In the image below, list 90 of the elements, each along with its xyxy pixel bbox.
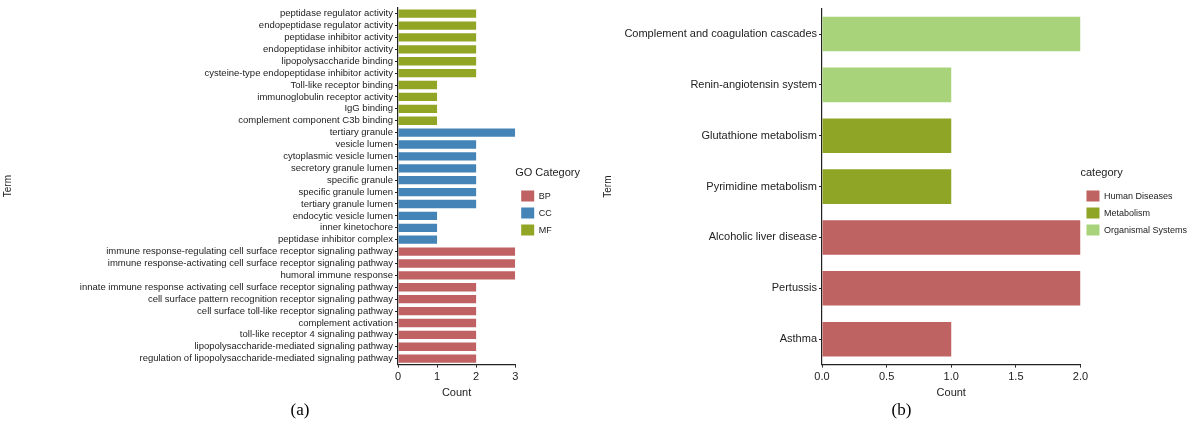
bar — [398, 128, 516, 137]
bar — [398, 140, 477, 149]
bar — [398, 295, 477, 304]
y-tick-label: vesicle lumen — [335, 138, 393, 150]
y-tick-label: peptidase regulator activity — [279, 7, 394, 19]
bar — [398, 152, 477, 161]
bar — [398, 354, 477, 363]
bar — [398, 33, 477, 42]
x-tick-label: 1.5 — [1008, 370, 1024, 383]
y-tick-label: Pertussis — [771, 281, 818, 294]
y-tick-label: innate immune response activating cell surface receptor signaling pathway — [79, 280, 394, 292]
y-tick-label: Pyrimidine metabolism — [706, 179, 817, 192]
legend-label: CC — [538, 207, 553, 218]
y-tick-label: cytoplasmic vesicle lumen — [283, 150, 393, 162]
y-tick-label: cell surface pattern recognition receptor signaling pathway — [147, 292, 394, 304]
y-tick-label: Alcoholic liver disease — [708, 230, 817, 243]
y-tick-label: Asthma — [779, 332, 818, 345]
y-axis-title: Term — [601, 175, 613, 198]
y-tick-label: immunoglobulin receptor activity — [257, 90, 394, 102]
x-tick-label: 2.0 — [1072, 370, 1089, 383]
y-tick-label: complement component C3b binding — [238, 114, 393, 126]
legend-title: category — [1080, 165, 1124, 178]
y-tick-label: tertiary granule — [329, 126, 393, 138]
y-tick-label: Toll-like receptor binding — [290, 78, 393, 90]
bar — [398, 306, 477, 316]
bar — [398, 235, 438, 244]
y-tick-label: Complement and coagulation cascades — [624, 27, 818, 40]
bar — [398, 45, 477, 54]
bar — [398, 104, 438, 113]
bar — [398, 330, 477, 340]
y-tick-label: inner kinetochore — [320, 221, 393, 233]
x-tick-label: 1.0 — [943, 370, 959, 383]
legend-label: Metabolism — [1103, 207, 1150, 218]
legend-title: GO Category — [515, 165, 581, 178]
y-tick-label: secretory granule lumen — [291, 161, 393, 173]
bar — [398, 259, 516, 268]
y-tick-label: cell surface toll-like receptor signaling pathway — [197, 304, 394, 316]
bar — [398, 247, 516, 256]
text: (a) — [289, 400, 311, 420]
y-tick-label: tertiary granule lumen — [301, 197, 393, 209]
bar — [398, 9, 477, 18]
legend-label: BP — [538, 190, 551, 201]
y-tick-label: endopeptidase regulator activity — [258, 19, 394, 31]
legend-label: Human Diseases — [1103, 190, 1174, 201]
y-tick-label: complement activation — [298, 316, 393, 328]
bar — [398, 164, 477, 173]
y-tick-label: lipopolysaccharide binding — [281, 54, 393, 66]
x-axis-title: Count — [936, 386, 966, 399]
y-tick-label: specific granule lumen — [298, 185, 393, 197]
x-tick-label: 1 — [434, 370, 441, 383]
x-tick-label: 0 — [394, 370, 402, 383]
y-tick-label: regulation of lipopolysaccharide-mediated signaling pathway — [139, 352, 394, 364]
x-tick-label: 3 — [512, 370, 519, 383]
bar — [398, 57, 477, 66]
bar — [398, 176, 477, 185]
y-tick-label: cysteine-type endopeptidase inhibitor activity — [204, 66, 394, 78]
text: (b) — [890, 400, 913, 420]
y-tick-label: specific granule — [326, 173, 393, 185]
bar — [398, 199, 477, 209]
y-tick-label: immune response-regulating cell surface receptor signaling pathway — [106, 245, 394, 257]
y-tick-label: endocytic vesicle lumen — [292, 209, 393, 221]
x-tick-label: 0.5 — [878, 370, 895, 383]
x-tick-label: 0.0 — [814, 370, 830, 383]
bar — [398, 342, 477, 351]
bar — [398, 271, 516, 280]
y-tick-label: Glutathione metabolism — [701, 128, 817, 141]
y-tick-label: lipopolysaccharide-mediated signaling pathway — [194, 340, 394, 352]
bar — [398, 68, 477, 78]
bar — [398, 187, 477, 197]
bar — [398, 283, 477, 292]
y-tick-label: peptidase inhibitor activity — [284, 31, 394, 43]
bar — [398, 211, 438, 221]
y-tick-label: Renin-angiotensin system — [690, 77, 817, 90]
y-axis-title: Term — [1, 175, 13, 198]
y-tick-label: peptidase inhibitor complex — [277, 233, 394, 245]
y-tick-label: toll-like receptor 4 signaling pathway — [239, 328, 394, 340]
y-tick-label: endopeptidase inhibitor activity — [263, 42, 394, 54]
bar — [398, 92, 438, 102]
x-tick-label: 2 — [473, 370, 480, 383]
y-tick-label: humoral immune response — [280, 269, 393, 280]
bar — [398, 318, 477, 328]
legend-label: MF — [538, 224, 553, 235]
x-axis-title: Count — [441, 386, 472, 399]
bar — [398, 116, 438, 125]
bar — [398, 21, 477, 30]
bar — [398, 80, 438, 90]
y-tick-label: immune response-activating cell surface receptor signaling pathway — [107, 257, 394, 269]
legend-label: Organismal Systems — [1103, 224, 1188, 235]
bar — [398, 223, 438, 232]
y-tick-label: IgG binding — [344, 102, 393, 114]
